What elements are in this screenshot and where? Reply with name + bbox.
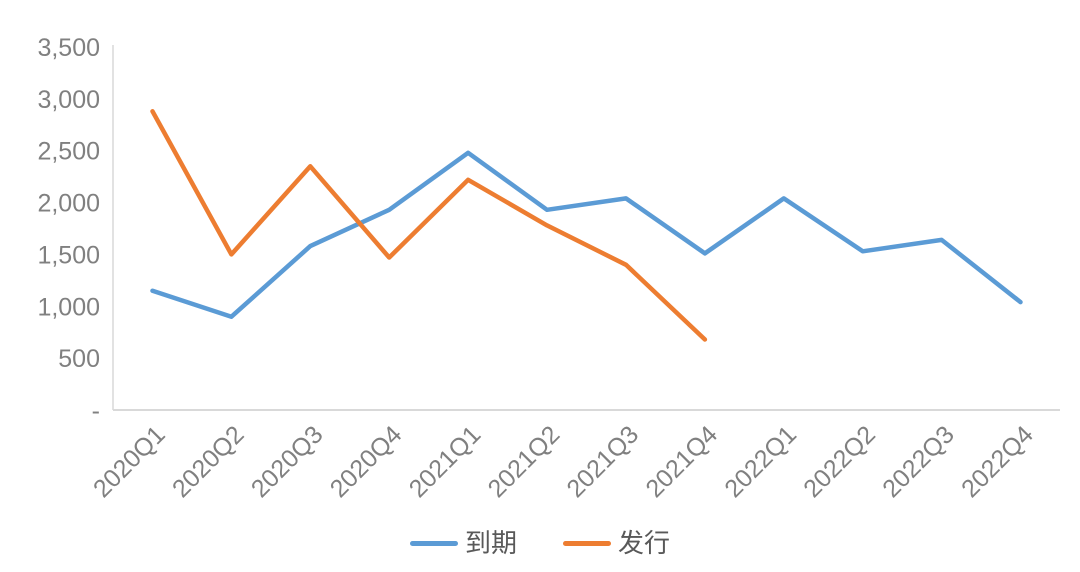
y-axis-tick-label: 2,000 (37, 190, 100, 218)
y-axis-tick-label: 2,500 (37, 138, 100, 166)
x-axis-tick-label: 2021Q1 (404, 420, 487, 503)
y-axis-tick-label: - (92, 397, 100, 425)
series-line-maturity (150, 150, 1023, 319)
x-axis-tick-label: 2022Q3 (877, 420, 960, 503)
series-line-issuance (150, 109, 708, 342)
legend-label-maturity: 到期 (464, 528, 517, 558)
x-axis-tick-label: 2021Q2 (483, 420, 566, 503)
x-axis-tick-label: 2020Q1 (88, 420, 171, 503)
x-axis-tick-label: 2020Q4 (325, 420, 408, 503)
y-axis-tick-label: 3,000 (37, 86, 100, 114)
x-axis-tick-label: 2022Q4 (956, 420, 1039, 503)
chart-legend: 到期 发行 (0, 530, 1080, 556)
legend-label-issuance: 发行 (618, 528, 671, 558)
x-axis-tick-label: 2021Q4 (640, 420, 723, 503)
y-axis-tick-label: 3,500 (37, 34, 100, 62)
x-axis-tick-label: 2020Q3 (246, 420, 329, 503)
x-axis-tick-label: 2021Q3 (561, 420, 644, 503)
y-axis-tick-label: 500 (58, 345, 100, 373)
x-axis-tick-label: 2022Q1 (719, 420, 802, 503)
x-axis-tick-label: 2022Q2 (798, 420, 881, 503)
x-axis-tick-label: 2020Q2 (167, 420, 250, 503)
legend-item-maturity: 到期 (409, 528, 517, 558)
y-axis-tick-label: 1,500 (37, 241, 100, 269)
legend-swatch-issuance-icon (563, 540, 611, 546)
legend-swatch-maturity-icon (409, 540, 458, 546)
legend-item-issuance: 发行 (563, 530, 670, 556)
y-axis-tick-label: 1,000 (37, 293, 100, 321)
